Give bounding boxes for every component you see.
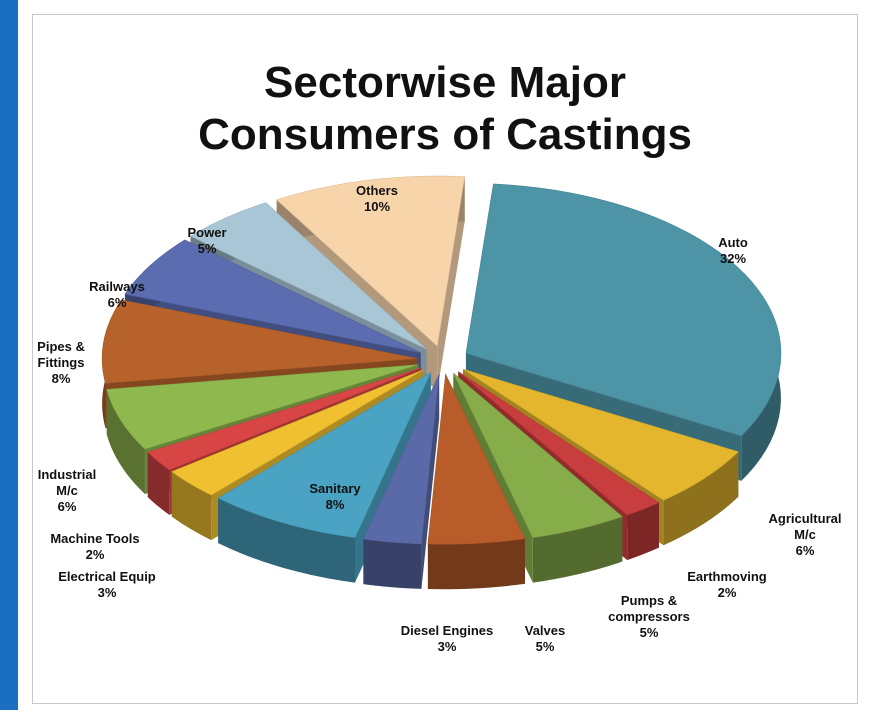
label-pumps-compressors: Pumps & compressors 5% [608,593,690,640]
pie-slice-valves [427,373,526,590]
label-machine-tools: Machine Tools 2% [50,531,139,562]
label-others: Others 10% [356,183,398,214]
label-railways: Railways 6% [89,279,145,310]
chart-panel: Sectorwise Major Consumers of Castings A… [32,14,858,704]
label-power: Power 5% [187,225,226,256]
label-sanitary: Sanitary 8% [309,481,361,512]
label-auto: Auto 32% [718,235,748,266]
label-electrical-equip: Electrical Equip 3% [58,569,156,600]
label-diesel-engines: Diesel Engines 3% [401,623,493,654]
pie-chart: Auto 32% Agricultural M/c 6%Earthmoving 2%Pum… [37,175,842,654]
label-valves: Valves 5% [525,623,566,654]
label-agricultural-m-c: Agricultural M/c 6% [769,511,842,558]
label-earthmoving: Earthmoving 2% [687,569,767,600]
chart-title-line-2: Consumers of Castings [198,110,692,159]
chart-title-line-1: Sectorwise Major [264,58,626,107]
label-industrial-m-c: Industrial M/c 6% [38,467,97,514]
pie-slice-diesel-engines [362,374,440,589]
label-pipes-fittings: Pipes & Fittings 8% [37,339,85,386]
chart-frame: Sectorwise Major Consumers of Castings A… [18,0,871,710]
chart-title: Sectorwise Major Consumers of Castings [33,57,857,161]
